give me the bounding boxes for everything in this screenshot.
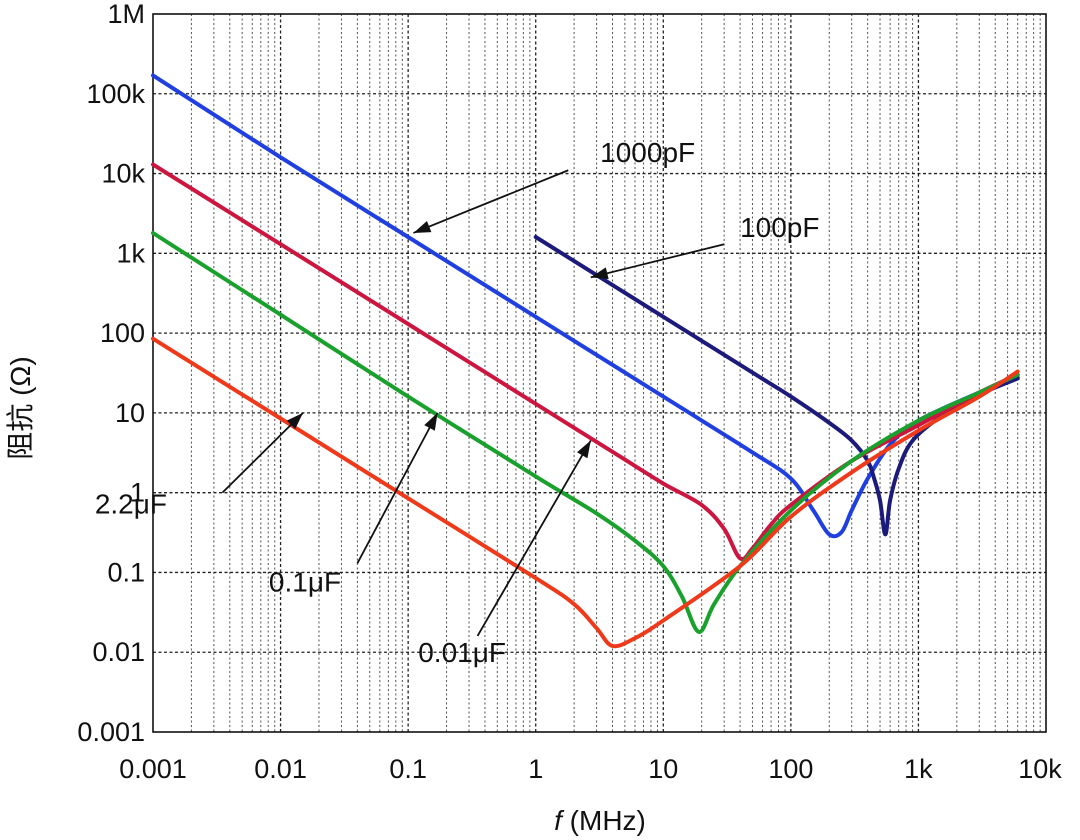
y-tick-label: 10 [115, 398, 145, 428]
arrow-head-0-1uf [424, 412, 438, 431]
series-label-0-1uf: 0.1μF [269, 566, 341, 597]
arrow-1000pf [413, 169, 569, 234]
x-tick-label: 1 [528, 754, 543, 784]
grid [153, 14, 1046, 732]
series-line-0-01uf [151, 162, 1020, 562]
y-tick-label: 100 [100, 318, 145, 348]
y-tick-label: 0.001 [77, 717, 145, 747]
arrow-0-1uf [356, 412, 439, 564]
series-label-0-01uf: 0.01μF [418, 637, 506, 668]
arrow-head-2-2uf [286, 412, 304, 430]
x-tick-label: 0.01 [254, 754, 307, 784]
plot-frame [152, 13, 1047, 733]
curves [151, 73, 1020, 649]
arrow-100pf [590, 243, 725, 279]
arrow-0-01uf [476, 440, 592, 637]
y-tick-label: 1k [116, 238, 145, 268]
y-tick-labels: 0.001 0.01 0.1 1 10 100 1k 10k 100k 1M [77, 0, 145, 747]
x-tick-label: 10 [648, 754, 678, 784]
series-label-2-2uf: 2.2μF [95, 488, 167, 519]
series-line-100pf [533, 235, 1020, 537]
x-tick-labels: 0.001 0.01 0.1 1 10 100 1k 10k [119, 754, 1062, 784]
series-line-1000pf [151, 73, 1020, 539]
x-tick-label: 100 [768, 754, 813, 784]
x-axis-title: f (MHz) [554, 805, 646, 836]
series-line-0-1uf [151, 231, 1020, 634]
y-tick-label: 10k [101, 159, 145, 189]
x-tick-label: 0.1 [389, 754, 427, 784]
series-label-100pf: 100pF [740, 212, 819, 243]
arrow-2-2uf [221, 412, 304, 494]
y-tick-label: 0.01 [92, 637, 145, 667]
y-tick-label: 100k [86, 79, 145, 109]
arrow-head-100pf [590, 267, 609, 280]
y-tick-label: 1M [107, 0, 145, 29]
arrow-head-0-01uf [577, 440, 591, 459]
x-tick-label: 0.001 [119, 754, 187, 784]
annotations: 1000pF 100pF 2.2μF 0.1μF 0.01μF [95, 137, 820, 668]
x-tick-label: 10k [1018, 754, 1062, 784]
series-line-2-2uf [151, 336, 1020, 649]
x-tick-label: 1k [904, 754, 933, 784]
arrow-head-1000pf [413, 221, 432, 233]
y-tick-label: 0.1 [107, 557, 145, 587]
y-axis-title: 阻抗 (Ω) [5, 356, 36, 459]
y-tick-label: 1 [130, 478, 145, 508]
series-label-1000pf: 1000pF [600, 137, 695, 168]
